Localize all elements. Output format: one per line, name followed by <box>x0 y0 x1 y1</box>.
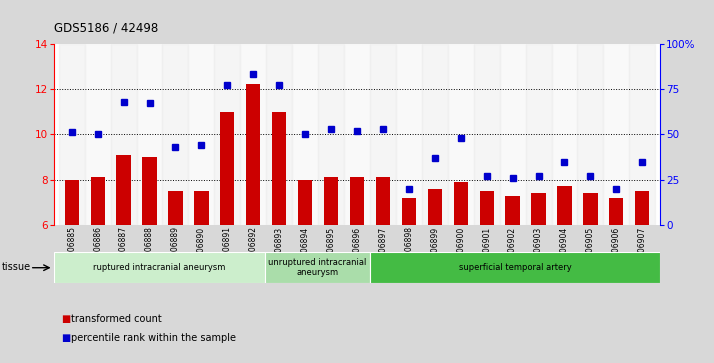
Bar <box>54 252 265 283</box>
Bar <box>220 112 234 225</box>
Bar <box>376 178 390 225</box>
Bar <box>402 198 416 225</box>
Bar <box>350 178 364 225</box>
Bar <box>265 252 370 283</box>
Text: GDS5186 / 42498: GDS5186 / 42498 <box>54 22 158 35</box>
Bar <box>246 85 261 225</box>
Bar <box>609 198 623 225</box>
Bar <box>344 44 370 225</box>
Bar <box>241 44 266 225</box>
Bar <box>292 44 318 225</box>
Bar <box>603 44 629 225</box>
Bar <box>551 44 578 225</box>
Bar <box>272 112 286 225</box>
Bar <box>298 180 312 225</box>
Bar <box>428 189 442 225</box>
Bar <box>194 191 208 225</box>
Bar <box>136 44 163 225</box>
Bar <box>214 44 241 225</box>
Bar <box>111 44 136 225</box>
Bar <box>480 191 494 225</box>
Bar <box>500 44 526 225</box>
Bar <box>396 44 422 225</box>
Bar <box>531 193 545 225</box>
Text: unruptured intracranial
aneurysm: unruptured intracranial aneurysm <box>268 258 366 277</box>
Text: percentile rank within the sample: percentile rank within the sample <box>71 333 236 343</box>
Bar <box>583 193 598 225</box>
Bar <box>526 44 551 225</box>
Bar <box>188 44 214 225</box>
Bar <box>85 44 111 225</box>
Text: superficial temporal artery: superficial temporal artery <box>459 263 572 272</box>
Text: ■: ■ <box>61 333 70 343</box>
Bar <box>64 180 79 225</box>
Bar <box>422 44 448 225</box>
Bar <box>578 44 603 225</box>
Bar <box>163 44 188 225</box>
Bar <box>506 196 520 225</box>
Bar <box>448 44 473 225</box>
Bar <box>629 44 655 225</box>
Bar <box>142 157 156 225</box>
Bar <box>473 44 500 225</box>
Text: ■: ■ <box>61 314 70 325</box>
Bar <box>558 187 572 225</box>
Bar <box>324 178 338 225</box>
Bar <box>91 178 105 225</box>
Text: ruptured intracranial aneurysm: ruptured intracranial aneurysm <box>93 263 226 272</box>
Bar <box>635 191 650 225</box>
Bar <box>453 182 468 225</box>
Bar <box>266 44 292 225</box>
Text: transformed count: transformed count <box>71 314 162 325</box>
Bar <box>59 44 85 225</box>
Bar <box>169 191 183 225</box>
Bar <box>370 44 396 225</box>
Bar <box>116 155 131 225</box>
Bar <box>318 44 344 225</box>
Text: tissue: tissue <box>2 262 31 272</box>
Bar <box>370 252 660 283</box>
